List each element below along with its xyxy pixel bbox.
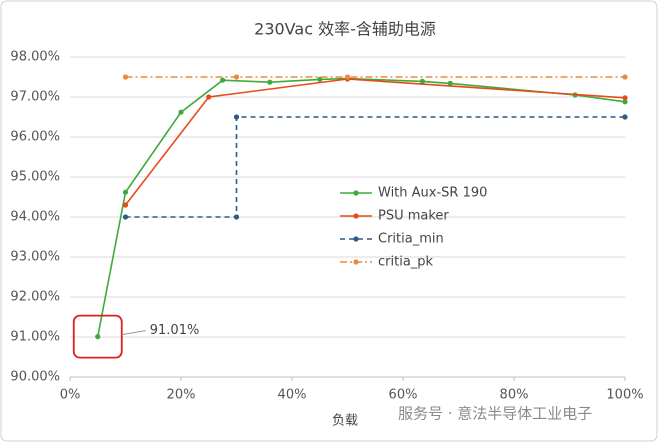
y-tick-label: 90.00% [10,370,60,385]
point [344,74,351,80]
point [122,74,129,80]
y-tick-label: 93.00% [10,250,60,265]
x-tick-label: 0% [60,388,81,403]
chart-title: 230Vac 效率-含辅助电源 [254,20,436,39]
x-tick-label: 100% [606,388,643,403]
point [622,99,628,105]
point [622,114,628,120]
data-label: 91.01% [150,323,200,338]
legend-label: With Aux-SR 190 [378,186,487,201]
legend-label: Critia_min [378,232,444,247]
point [622,74,628,80]
y-tick-label: 97.00% [10,90,60,105]
highlight-box [72,314,123,359]
series-line [124,78,626,206]
x-tick-label: 40% [278,388,307,403]
x-tick-label: 80% [500,388,529,403]
point [206,94,212,100]
point [122,202,129,208]
x-axis-label: 负载 [332,414,358,429]
watermark: 服务号 · 意法半导体工业电子 [398,405,592,423]
legend-marker [353,190,359,196]
point [233,214,240,220]
legend-label: PSU maker [378,209,449,224]
point [233,74,240,80]
point [122,214,129,220]
x-tick-label: 60% [389,388,418,403]
point [122,189,129,195]
point [447,80,453,86]
legend-marker [353,236,359,242]
y-tick-label: 92.00% [10,290,60,305]
point [267,79,273,85]
series-line [125,116,625,218]
x-tick-label: 20% [167,388,196,403]
y-tick-label: 96.00% [10,130,60,145]
legend-marker [353,213,359,219]
point [233,114,240,120]
point [317,76,323,82]
y-tick-label: 95.00% [10,170,60,185]
legend-marker [353,259,359,265]
point [220,77,226,83]
y-tick-label: 98.00% [10,50,60,65]
point [419,78,426,84]
y-tick-label: 94.00% [10,210,60,225]
point [178,109,184,115]
legend-label: critia_pk [378,255,434,270]
y-tick-label: 91.00% [10,330,60,345]
point [622,95,628,101]
point [95,334,101,340]
leader-line [121,330,146,336]
